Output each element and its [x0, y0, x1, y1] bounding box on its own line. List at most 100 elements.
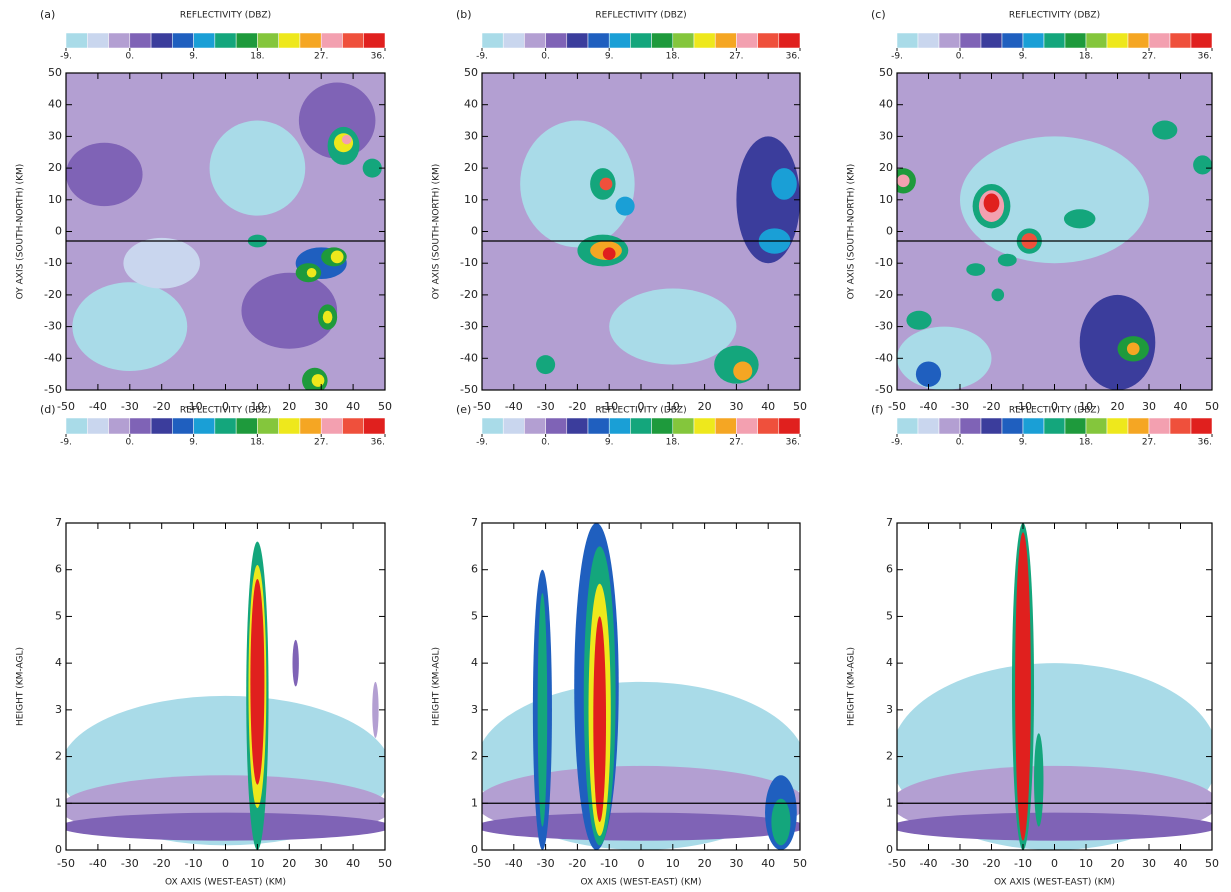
y-tick-label: -40	[460, 351, 478, 364]
colorbar-tick-label: 27.	[1142, 438, 1156, 448]
colorbar-swatch	[65, 417, 88, 435]
colorbar-swatch	[129, 32, 152, 49]
colorbar-tick-label: 0.	[956, 438, 965, 448]
y-tick-label: 0	[471, 225, 478, 238]
colorbar-swatch	[566, 32, 589, 49]
colorbar-swatch	[693, 417, 716, 435]
y-tick-label: -40	[875, 351, 893, 364]
y-axis-title: HEIGHT (KM-AGL)	[432, 647, 442, 726]
colorbar-swatch	[150, 417, 173, 435]
x-tick-label: 50	[793, 400, 807, 413]
x-tick-label: 10	[666, 400, 680, 413]
x-tick-label: -50	[57, 400, 75, 413]
y-tick-label: 5	[886, 609, 893, 622]
colorbar-title: REFLECTIVITY (DBZ)	[1009, 11, 1100, 21]
echo-cell	[66, 812, 385, 841]
colorbar-swatch	[1022, 417, 1045, 435]
colorbar-tick-label: -9.	[476, 52, 488, 62]
colorbar-swatch	[1106, 32, 1129, 49]
colorbar-swatch	[757, 417, 780, 435]
colorbar-swatch	[257, 32, 279, 49]
y-tick-label: 40	[464, 98, 478, 111]
colorbar-swatch	[320, 417, 343, 435]
colorbar-swatch	[214, 417, 237, 435]
colorbar-swatch	[524, 417, 546, 435]
colorbar-title: REFLECTIVITY (DBZ)	[1009, 406, 1100, 416]
x-tick-label: 50	[378, 857, 392, 870]
echo-cell	[241, 272, 338, 349]
colorbar-tick-label: 0.	[541, 438, 550, 448]
colorbar-swatch	[1148, 417, 1171, 435]
y-tick-label: 0	[471, 843, 478, 856]
colorbar-swatch	[481, 32, 504, 49]
echo-cell	[1015, 532, 1031, 841]
echo-cell	[209, 120, 306, 216]
echo-cell	[1152, 120, 1178, 140]
colorbar-swatch	[1169, 32, 1192, 49]
x-tick-label: -30	[121, 857, 139, 870]
x-tick-label: -50	[888, 857, 906, 870]
colorbar-title: REFLECTIVITY (DBZ)	[180, 406, 271, 416]
panel-label: (d)	[40, 403, 56, 416]
y-tick-label: -50	[44, 383, 62, 396]
x-tick-label: 0	[222, 400, 229, 413]
y-tick-label: 1	[471, 796, 478, 809]
colorbar-swatch	[87, 417, 109, 435]
echo-cell	[733, 361, 753, 381]
colorbar-tick-label: 18.	[1079, 52, 1093, 62]
colorbar-tick-label: 9.	[189, 52, 198, 62]
colorbar-tick-label: 36.	[1198, 438, 1212, 448]
colorbar-title: REFLECTIVITY (DBZ)	[595, 11, 686, 21]
colorbar-tick-label: -9.	[891, 438, 903, 448]
echo-cell	[1126, 342, 1140, 356]
x-tick-label: -20	[983, 400, 1001, 413]
colorbar-swatch	[1127, 417, 1150, 435]
y-tick-label: 30	[464, 129, 478, 142]
echo-cell	[960, 136, 1149, 264]
x-tick-label: -50	[888, 400, 906, 413]
colorbar-swatch	[1148, 32, 1171, 49]
colorbar-swatch	[672, 32, 695, 49]
y-axis-title: HEIGHT (KM-AGL)	[847, 647, 857, 726]
colorbar-swatch	[587, 417, 610, 435]
echo-cell	[66, 142, 143, 207]
echo-cell	[362, 158, 382, 178]
colorbar-swatch	[363, 417, 386, 435]
y-tick-label: 6	[886, 563, 893, 576]
colorbar-tick-label: 36.	[786, 438, 800, 448]
y-tick-label: -20	[44, 288, 62, 301]
y-tick-label: 6	[471, 563, 478, 576]
y-tick-label: 10	[879, 193, 893, 206]
y-tick-label: 0	[55, 843, 62, 856]
colorbar-swatch	[980, 32, 1003, 49]
x-tick-label: 50	[378, 400, 392, 413]
y-tick-label: 1	[886, 796, 893, 809]
colorbar-swatch	[736, 417, 758, 435]
colorbar-swatch	[757, 32, 780, 49]
colorbar-swatch	[938, 32, 961, 49]
echo-cell	[311, 374, 325, 387]
colorbar-swatch	[587, 32, 610, 49]
y-tick-label: -30	[875, 320, 893, 333]
echo-cell	[771, 168, 797, 200]
colorbar-swatch	[917, 417, 940, 435]
x-tick-label: -20	[568, 400, 586, 413]
x-tick-label: -40	[89, 400, 107, 413]
colorbar-swatch	[1064, 417, 1087, 435]
y-tick-label: -20	[875, 288, 893, 301]
echo-cell	[482, 812, 800, 841]
y-tick-label: 50	[464, 66, 478, 79]
colorbar-tick-label: 18.	[250, 52, 264, 62]
x-tick-label: -20	[983, 857, 1001, 870]
x-tick-label: -50	[473, 400, 491, 413]
x-tick-label: -40	[920, 400, 938, 413]
x-tick-label: -30	[537, 400, 555, 413]
echo-cell	[593, 616, 607, 822]
colorbar-swatch	[481, 417, 504, 435]
panel-label: (f)	[871, 403, 883, 416]
echo-cell	[72, 282, 188, 371]
y-tick-label: -20	[460, 288, 478, 301]
colorbar-swatch	[108, 32, 131, 49]
echo-cell	[966, 263, 986, 276]
panel-label: (b)	[456, 8, 472, 21]
